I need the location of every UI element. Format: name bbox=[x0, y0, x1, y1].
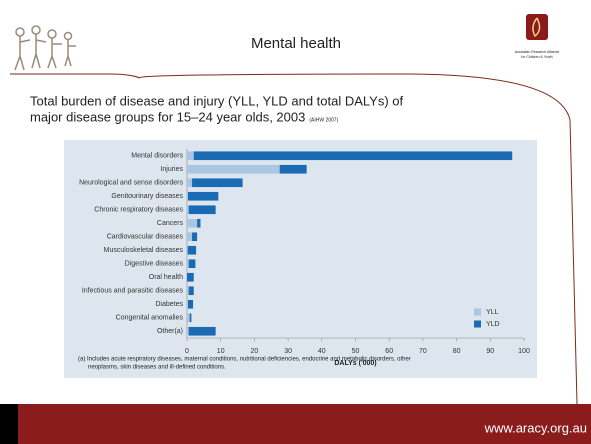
bar-segment bbox=[188, 300, 193, 309]
bar-segment bbox=[190, 313, 192, 322]
bar-segment bbox=[197, 219, 200, 228]
category-label: Congenital anomalies bbox=[116, 315, 184, 322]
bar-segment bbox=[187, 313, 190, 322]
category-label: Cancers bbox=[157, 220, 184, 227]
bar-segment bbox=[280, 165, 307, 174]
x-tick-label: 60 bbox=[385, 348, 393, 355]
bar-segment bbox=[187, 178, 192, 187]
category-label: Cardiovascular diseases bbox=[107, 234, 184, 241]
x-tick-label: 20 bbox=[251, 348, 259, 355]
subtitle: Total burden of disease and injury (YLL,… bbox=[30, 93, 404, 108]
bar-segment bbox=[189, 259, 196, 268]
footer-url: www.aracy.org.au bbox=[484, 420, 587, 435]
bar-segment bbox=[187, 232, 192, 241]
category-label: Neurological and sense disorders bbox=[79, 180, 183, 187]
category-label: Chronic respiratory diseases bbox=[94, 207, 183, 214]
logo-text: for Children & Youth bbox=[521, 55, 552, 59]
bar-segment bbox=[189, 205, 216, 214]
bar-segment bbox=[188, 246, 196, 255]
x-tick-label: 40 bbox=[318, 348, 326, 355]
chart-panel bbox=[64, 140, 537, 378]
x-tick-label: 100 bbox=[518, 348, 530, 355]
bar-segment bbox=[192, 178, 243, 187]
category-label: Oral health bbox=[149, 274, 183, 281]
x-tick-label: 0 bbox=[185, 348, 189, 355]
legend-label: YLD bbox=[486, 321, 500, 328]
slide: Mental health Australian Research Allian… bbox=[0, 0, 591, 444]
bar-segment bbox=[187, 219, 197, 228]
footnote: (a) Includes acute respiratory diseases,… bbox=[78, 357, 411, 363]
bar-segment bbox=[187, 286, 189, 295]
x-tick-label: 80 bbox=[453, 348, 461, 355]
logo-text: Australian Research Alliance bbox=[515, 50, 560, 54]
category-label: Musculoskeletal diseases bbox=[104, 247, 184, 254]
bar-segment bbox=[187, 327, 189, 336]
bar-segment bbox=[187, 165, 280, 174]
subtitle: major disease groups for 15–24 year olds… bbox=[30, 109, 305, 124]
bar-segment bbox=[187, 151, 194, 160]
x-tick-label: 90 bbox=[486, 348, 494, 355]
logo bbox=[526, 14, 548, 40]
category-label: Other(a) bbox=[157, 328, 183, 335]
category-label: Mental disorders bbox=[131, 153, 183, 160]
footnote: neoplasms, skin diseases and ill-defined… bbox=[88, 365, 226, 371]
bar-segment bbox=[187, 205, 189, 214]
bar-segment bbox=[192, 232, 197, 241]
category-label: Injuries bbox=[160, 166, 183, 173]
source: (AIHW 2007) bbox=[309, 117, 338, 123]
footer-edge bbox=[0, 404, 18, 444]
bar-segment bbox=[187, 259, 189, 268]
bar-segment bbox=[187, 246, 188, 255]
category-label: Infectious and parasitic diseases bbox=[82, 288, 184, 295]
category-label: Diabetes bbox=[155, 301, 183, 308]
legend-swatch bbox=[474, 309, 481, 316]
legend-swatch bbox=[474, 321, 481, 328]
x-tick-label: 70 bbox=[419, 348, 427, 355]
bar-segment bbox=[194, 151, 512, 160]
x-tick-label: 50 bbox=[352, 348, 360, 355]
legend-label: YLL bbox=[486, 309, 499, 316]
x-tick-label: 10 bbox=[217, 348, 225, 355]
bar-segment bbox=[187, 273, 194, 282]
category-label: Genitourinary diseases bbox=[111, 193, 183, 200]
bar-segment bbox=[187, 300, 188, 309]
bar-segment bbox=[188, 192, 218, 201]
x-tick-label: 30 bbox=[284, 348, 292, 355]
bar-segment bbox=[189, 327, 216, 336]
bar-segment bbox=[189, 286, 194, 295]
slide-title: Mental health bbox=[251, 35, 341, 52]
bar-segment bbox=[187, 192, 188, 201]
category-label: Digestive diseases bbox=[125, 261, 184, 268]
